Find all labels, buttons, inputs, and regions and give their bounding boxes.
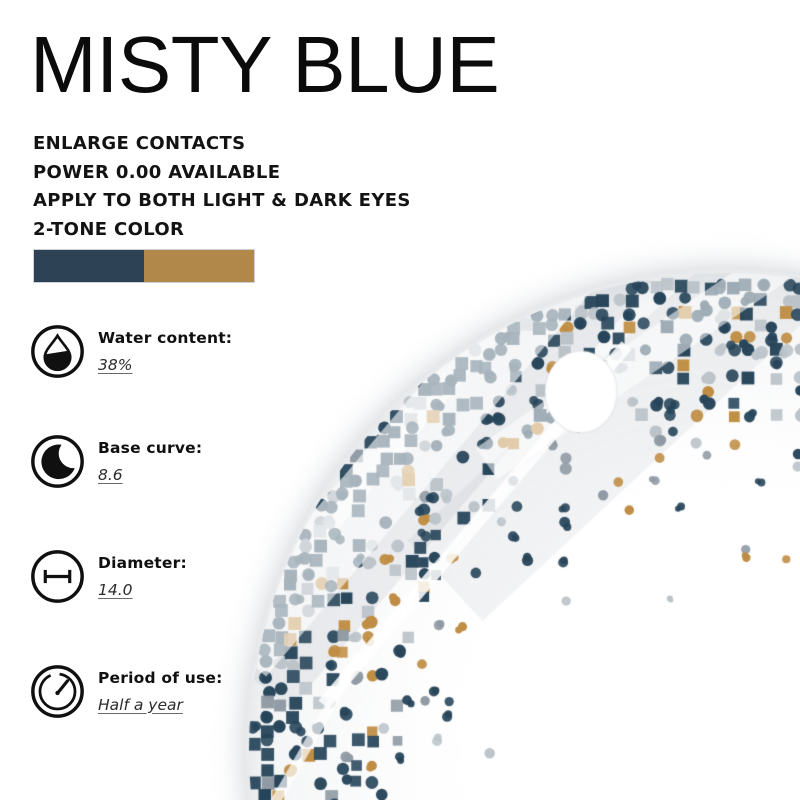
product-title: MISTY BLUE: [30, 20, 500, 109]
spec-list: Water content: 38% Base curve: 8.6 Diame: [30, 323, 232, 719]
spec-label: Diameter:: [98, 553, 187, 572]
spec-period-of-use: Period of use: Half a year: [30, 663, 232, 719]
feature-line: 2-TONE COLOR: [33, 218, 185, 240]
spec-value: 14.0: [98, 580, 133, 599]
spec-base-curve: Base curve: 8.6: [30, 433, 232, 489]
spec-value: Half a year: [98, 695, 183, 714]
feature-line: ENLARGE CONTACTS: [33, 133, 246, 154]
spec-value: 8.6: [98, 465, 123, 484]
swatch-dark-blue: [34, 250, 144, 282]
swatch-gold: [144, 250, 254, 282]
feature-line: APPLY TO BOTH LIGHT & DARK EYES: [33, 190, 411, 211]
feature-list: ENLARGE CONTACTS POWER 0.00 AVAILABLE AP…: [33, 130, 411, 244]
diameter-icon: [30, 549, 85, 604]
spec-water-content: Water content: 38%: [30, 323, 232, 379]
color-swatches: [33, 249, 255, 283]
spec-diameter: Diameter: 14.0: [30, 548, 232, 604]
spec-label: Water content:: [98, 328, 233, 347]
feature-line: POWER 0.00 AVAILABLE: [33, 161, 281, 183]
spec-label: Base curve:: [98, 438, 203, 457]
crescent-moon-icon: [30, 434, 85, 489]
water-drop-icon: [30, 324, 85, 379]
timer-icon: [30, 664, 85, 719]
spec-label: Period of use:: [98, 668, 223, 687]
spec-value: 38%: [98, 355, 133, 374]
